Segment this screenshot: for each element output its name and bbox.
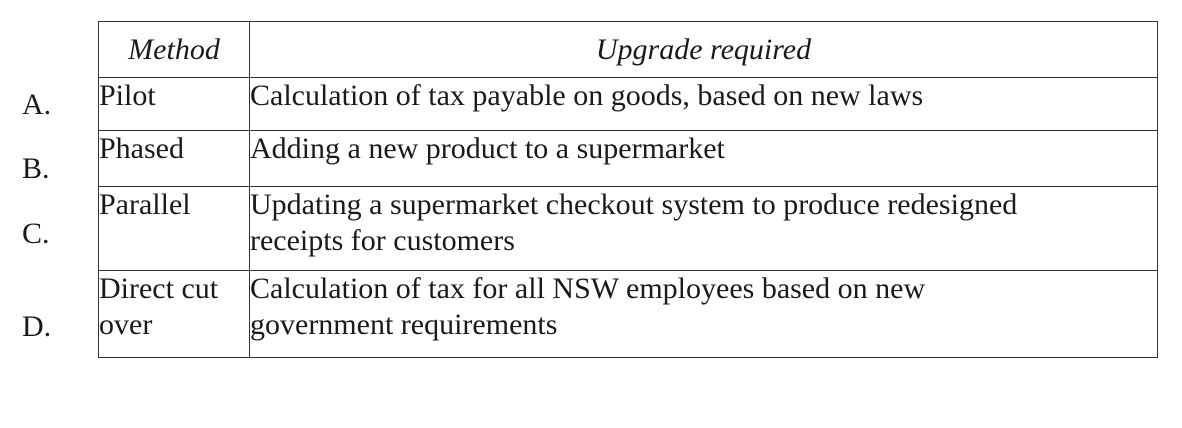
option-letter-c[interactable]: C. <box>22 217 50 250</box>
upgrade-text: Adding a new product to a supermarket <box>250 132 725 165</box>
upgrade-cell: Calculation of tax payable on goods, bas… <box>249 77 1158 131</box>
header-row: Method Upgrade required <box>98 21 1158 78</box>
table-row[interactable]: Parallel Updating a supermarket checkout… <box>98 186 1158 271</box>
option-letter-d[interactable]: D. <box>22 310 52 343</box>
option-letter-a[interactable]: A. <box>22 88 52 121</box>
option-letter-b[interactable]: B. <box>22 152 50 185</box>
method-cell: Phased <box>98 130 250 187</box>
method-cell: Parallel <box>98 186 250 271</box>
upgrade-text: Calculation of tax for all NSW employees… <box>250 272 926 341</box>
table-row[interactable]: Pilot Calculation of tax payable on good… <box>98 77 1158 131</box>
method-text: Direct cut over <box>99 272 219 341</box>
upgrade-cell: Updating a supermarket checkout system t… <box>249 186 1158 271</box>
method-cell: Direct cut over <box>98 270 250 358</box>
table-row[interactable]: Phased Adding a new product to a superma… <box>98 130 1158 187</box>
method-text: Parallel <box>99 188 191 221</box>
table-row[interactable]: Direct cut over Calculation of tax for a… <box>98 270 1158 358</box>
upgrade-text: Calculation of tax payable on goods, bas… <box>250 79 924 112</box>
upgrade-cell: Calculation of tax for all NSW employees… <box>249 270 1158 358</box>
header-upgrade: Upgrade required <box>249 21 1158 78</box>
method-text: Pilot <box>99 79 156 112</box>
method-cell: Pilot <box>98 77 250 131</box>
methods-table: Method Upgrade required Pilot Calculatio… <box>98 21 1158 358</box>
header-method: Method <box>98 21 250 78</box>
method-text: Phased <box>99 132 184 165</box>
upgrade-cell: Adding a new product to a supermarket <box>249 130 1158 187</box>
upgrade-text: Updating a supermarket checkout system t… <box>250 188 1018 257</box>
